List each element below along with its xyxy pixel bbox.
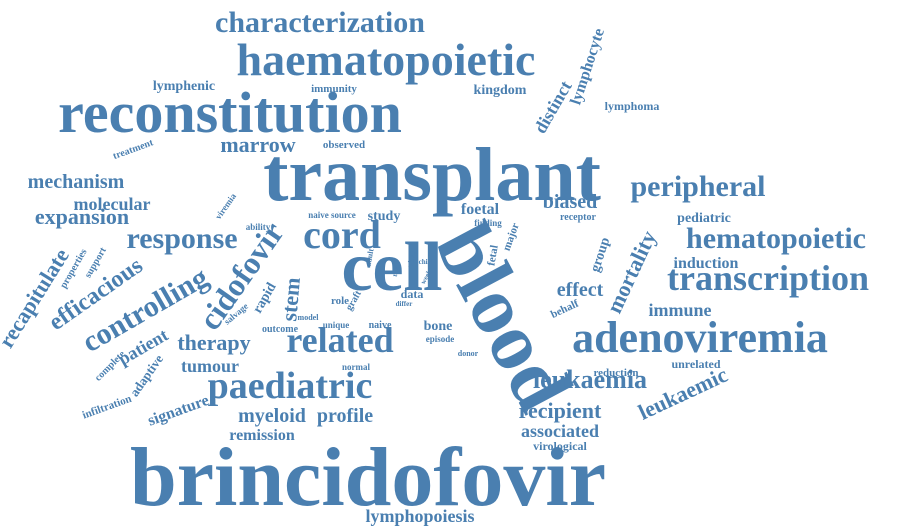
word-fetal: fetal xyxy=(485,244,500,267)
word-leukaemic: leukaemic xyxy=(634,362,731,425)
word-lymphopoiesis: lymphopoiesis xyxy=(365,506,474,526)
word-recapitulate: recapitulate xyxy=(0,244,74,352)
word-viremia: viremia xyxy=(213,191,238,221)
word-differ: differ xyxy=(396,300,413,308)
word-leukaemia: leukaemia xyxy=(533,365,647,394)
word-lymphocyte: lymphocyte xyxy=(567,26,608,106)
word-mechanism: mechanism xyxy=(28,171,125,193)
word-expansion: expansion xyxy=(35,204,129,229)
word-remission: remission xyxy=(229,427,295,444)
word-infiltration: infiltration xyxy=(81,393,133,422)
word-tumour: tumour xyxy=(181,356,239,376)
word-immunity: immunity xyxy=(311,83,357,95)
word-therapy: therapy xyxy=(177,330,250,355)
word-unique: unique xyxy=(323,320,350,330)
word-cord: cord xyxy=(303,212,381,257)
word-naive: naive xyxy=(369,320,392,331)
word-child: child xyxy=(419,258,434,266)
word-outcome: outcome xyxy=(262,324,299,335)
word-myeloid: myeloid xyxy=(238,405,306,427)
word-finding: finding xyxy=(474,218,502,228)
word-normal: normal xyxy=(342,362,370,372)
word-biased: biased xyxy=(543,191,597,213)
word-recipient: recipient xyxy=(519,398,602,423)
word-viral: viral xyxy=(405,250,418,269)
word-molecular: molecular xyxy=(74,194,151,214)
word-study: study xyxy=(368,209,401,224)
word-donor: donor xyxy=(458,349,479,358)
word-group: group xyxy=(588,236,613,275)
word-characterization: characterization xyxy=(215,6,425,39)
word-virological: virological xyxy=(533,439,587,453)
word-stem: stem xyxy=(276,276,305,322)
word-reduction: reduction xyxy=(593,367,638,379)
word-ability: ability xyxy=(246,222,271,232)
word-pediatric: pediatric xyxy=(677,211,731,226)
word-reconstitution: reconstitution xyxy=(58,80,402,145)
word-bone: bone xyxy=(424,319,453,334)
word-kingdom: kingdom xyxy=(474,83,527,98)
word-foetal: foetal xyxy=(461,201,500,218)
word-episode: episode xyxy=(426,334,455,344)
word-induction: induction xyxy=(674,255,739,272)
word-data: data xyxy=(401,287,424,301)
word-paediatric: paediatric xyxy=(208,365,373,407)
word-role: role xyxy=(331,295,349,307)
word-peripheral: peripheral xyxy=(631,170,766,203)
word-transcription: transcription xyxy=(667,258,869,298)
word-observed: observed xyxy=(323,139,365,151)
word-model: model xyxy=(298,313,320,322)
word-haematopoietic: haematopoietic xyxy=(237,34,536,85)
word-unrelated: unrelated xyxy=(671,357,720,371)
word-related: related xyxy=(286,320,393,360)
word-adult: adult xyxy=(364,248,376,267)
word-receptor: receptor xyxy=(560,212,596,223)
word-lymphoma: lymphoma xyxy=(605,99,660,113)
word-immune: immune xyxy=(649,300,712,320)
word-associated: associated xyxy=(521,421,599,441)
word-lymphenic: lymphenic xyxy=(153,79,215,94)
word-adenoviremia: adenoviremia xyxy=(572,313,828,362)
word-profile: profile xyxy=(317,405,373,427)
word-brincidofovir: brincidofovir xyxy=(130,431,606,524)
word-test: test xyxy=(391,265,402,278)
word-distinct: distinct xyxy=(530,77,576,136)
word-effect: effect xyxy=(557,279,604,301)
word-signature: signature xyxy=(146,392,212,430)
word-transplant: transplant xyxy=(263,133,601,217)
word-hematopoietic: hematopoietic xyxy=(686,222,866,255)
word-response: response xyxy=(126,222,237,255)
word-cell: cell xyxy=(341,229,442,306)
word-marrow: marrow xyxy=(220,132,295,157)
word-naive-source: naive source xyxy=(308,210,356,220)
